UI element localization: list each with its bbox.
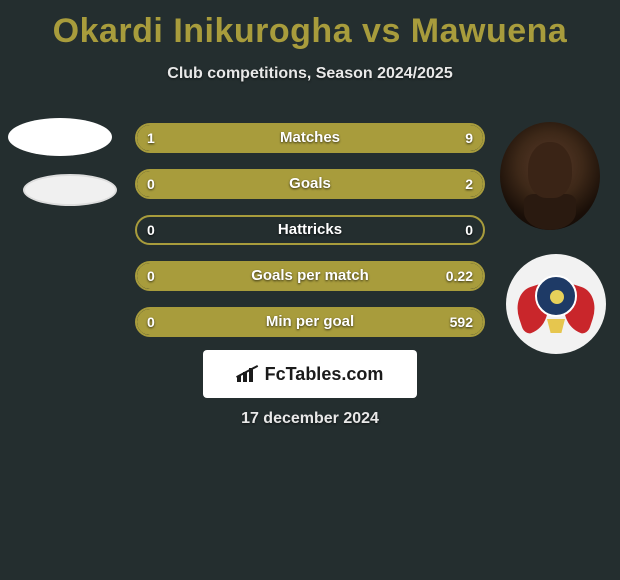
- fctables-logo[interactable]: FcTables.com: [203, 350, 417, 398]
- page-subtitle: Club competitions, Season 2024/2025: [0, 65, 620, 83]
- stat-label: Goals: [137, 171, 483, 197]
- stat-row: 0592Min per goal: [135, 307, 485, 337]
- team-left-badge: [23, 174, 117, 206]
- chart-icon: [237, 366, 259, 382]
- stat-row: 19Matches: [135, 123, 485, 153]
- stat-label: Matches: [137, 125, 483, 151]
- date-label: 17 december 2024: [0, 410, 620, 428]
- team-right-badge: [506, 254, 606, 354]
- stat-row: 00Hattricks: [135, 215, 485, 245]
- stat-label: Goals per match: [137, 263, 483, 289]
- stat-label: Hattricks: [137, 217, 483, 243]
- player-right-avatar: [500, 122, 600, 230]
- page-title: Okardi Inikurogha vs Mawuena: [0, 0, 620, 51]
- logo-text: FcTables.com: [265, 364, 384, 385]
- stat-row: 00.22Goals per match: [135, 261, 485, 291]
- stats-container: 19Matches 02Goals 00Hattricks 00.22Goals pe…: [135, 123, 485, 353]
- stat-row: 02Goals: [135, 169, 485, 199]
- player-left-avatar: [8, 118, 112, 156]
- stat-label: Min per goal: [137, 309, 483, 335]
